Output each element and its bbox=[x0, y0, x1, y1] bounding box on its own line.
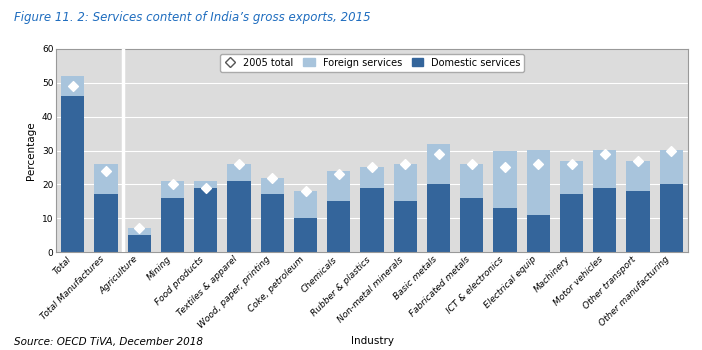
Bar bbox=[327, 171, 350, 201]
Bar bbox=[194, 181, 218, 188]
Bar bbox=[461, 198, 484, 252]
Bar bbox=[161, 181, 184, 198]
Bar bbox=[294, 218, 317, 252]
2005 total bbox=[200, 185, 211, 190]
Bar bbox=[294, 191, 317, 218]
2005 total bbox=[167, 182, 178, 187]
Bar bbox=[94, 195, 118, 252]
Bar bbox=[660, 184, 683, 252]
Bar bbox=[593, 150, 616, 188]
Bar bbox=[128, 235, 151, 252]
Bar bbox=[593, 188, 616, 252]
Bar bbox=[526, 150, 550, 215]
Bar bbox=[227, 181, 251, 252]
Bar bbox=[128, 228, 151, 235]
Bar bbox=[61, 96, 84, 252]
Bar bbox=[227, 164, 251, 181]
Bar bbox=[394, 201, 417, 252]
Bar bbox=[461, 164, 484, 198]
Y-axis label: Percentage: Percentage bbox=[27, 121, 37, 180]
2005 total bbox=[566, 161, 577, 167]
Bar bbox=[626, 191, 650, 252]
Bar bbox=[94, 164, 118, 195]
Bar bbox=[327, 201, 350, 252]
Bar bbox=[626, 161, 650, 191]
Bar bbox=[61, 76, 84, 96]
Bar bbox=[260, 177, 284, 195]
Bar bbox=[260, 195, 284, 252]
2005 total bbox=[600, 151, 611, 157]
2005 total bbox=[533, 161, 544, 167]
2005 total bbox=[100, 168, 112, 174]
2005 total bbox=[333, 172, 345, 177]
Bar bbox=[360, 167, 384, 188]
Bar bbox=[194, 188, 218, 252]
Bar bbox=[526, 215, 550, 252]
Bar bbox=[560, 161, 583, 195]
2005 total bbox=[234, 161, 245, 167]
Legend: 2005 total, Foreign services, Domestic services: 2005 total, Foreign services, Domestic s… bbox=[220, 54, 524, 72]
Text: Source: OECD TiVA, December 2018: Source: OECD TiVA, December 2018 bbox=[14, 336, 203, 346]
X-axis label: Industry: Industry bbox=[350, 336, 394, 346]
2005 total bbox=[300, 188, 311, 194]
Bar bbox=[161, 198, 184, 252]
Bar bbox=[560, 195, 583, 252]
2005 total bbox=[433, 151, 444, 157]
2005 total bbox=[67, 83, 79, 89]
2005 total bbox=[366, 164, 378, 170]
2005 total bbox=[267, 175, 278, 180]
2005 total bbox=[133, 225, 145, 231]
Bar bbox=[427, 144, 450, 184]
Bar bbox=[427, 184, 450, 252]
Bar bbox=[494, 150, 517, 208]
Bar bbox=[360, 188, 384, 252]
Bar bbox=[660, 150, 683, 184]
2005 total bbox=[399, 161, 411, 167]
2005 total bbox=[665, 148, 677, 153]
Bar bbox=[494, 208, 517, 252]
2005 total bbox=[499, 164, 510, 170]
2005 total bbox=[633, 158, 644, 163]
Text: Figure 11. 2: Services content of India’s gross exports, 2015: Figure 11. 2: Services content of India’… bbox=[14, 10, 371, 23]
2005 total bbox=[466, 161, 477, 167]
Bar bbox=[394, 164, 417, 201]
